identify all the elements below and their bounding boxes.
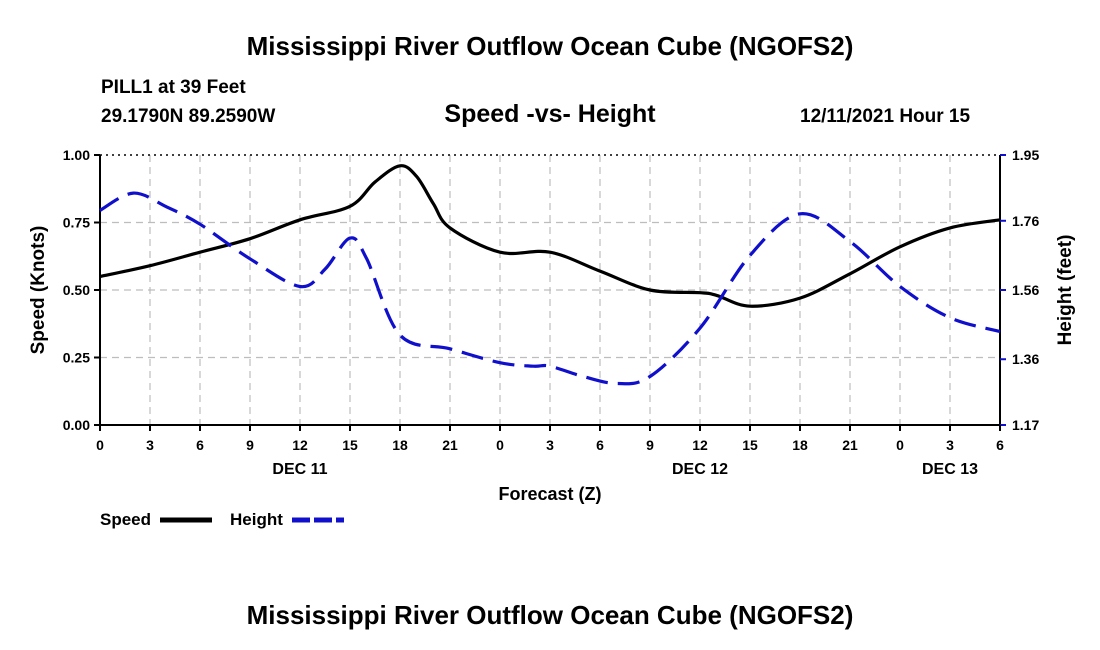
x-tick-label: 6 [996,437,1004,453]
right-y-tick-label: 1.56 [1012,282,1039,298]
series-line-height [99,191,1001,386]
x-tick-label: 0 [496,437,504,453]
x-tick-label: 6 [196,437,204,453]
left-y-tick-label: 0.75 [63,215,90,231]
right-y-tick-label: 1.17 [1012,417,1039,433]
x-axis-title: Forecast (Z) [498,484,601,504]
left-y-tick-label: 0.25 [63,350,90,366]
x-tick-label: 3 [946,437,954,453]
x-day-label: DEC 11 [272,461,327,478]
left-y-tick-label: 0.50 [63,282,90,298]
x-tick-label: 3 [146,437,154,453]
x-tick-label: 9 [246,437,254,453]
x-tick-label: 9 [646,437,654,453]
right-y-tick-label: 1.76 [1012,213,1039,229]
labels-layer: 0.00 0.25 0.50 0.75 1.00 1.17 1.36 1.56 1.76 1.95… [28,147,1076,523]
y-axis-title-left: Speed (Knots) [28,226,49,355]
x-tick-label: 18 [392,437,408,453]
legend-speed-label: Speed [100,510,152,529]
left-y-tick-label: 1.00 [63,147,90,163]
series-line-speed [99,164,1001,308]
station-label: PILL1 at 39 Feet [101,77,246,98]
y-axis-title-right: Height (feet) [1055,235,1076,346]
x-tick-label: 21 [442,437,458,453]
legend-height-label: Height [230,510,283,529]
x-tick-label: 3 [546,437,554,453]
right-y-tick-label: 1.36 [1012,351,1039,367]
series-layer [99,164,1001,386]
x-tick-label: 0 [96,437,104,453]
main-title: Mississippi River Outflow Ocean Cube (NG… [246,31,854,61]
plot-title: Speed -vs- Height [444,100,656,128]
x-day-label: DEC 13 [922,461,978,478]
x-day-label: DEC 12 [672,461,728,478]
x-tick-label: 0 [896,437,904,453]
x-tick-label: 12 [692,437,708,453]
station-coordinates: 29.1790N 89.2590W [101,106,276,127]
x-tick-label: 15 [742,437,758,453]
axes-layer [94,154,1006,431]
right-y-tick-label: 1.95 [1012,147,1039,163]
x-tick-label: 12 [292,437,308,453]
x-tick-label: 18 [792,437,808,453]
left-y-tick-label: 0.00 [63,417,90,433]
footer-title: Mississippi River Outflow Ocean Cube (NG… [246,600,854,630]
x-tick-label: 6 [596,437,604,453]
x-tick-label: 15 [342,437,358,453]
forecast-timestamp: 12/11/2021 Hour 15 [800,106,971,127]
x-tick-label: 21 [842,437,858,453]
grid-layer [100,154,1000,425]
